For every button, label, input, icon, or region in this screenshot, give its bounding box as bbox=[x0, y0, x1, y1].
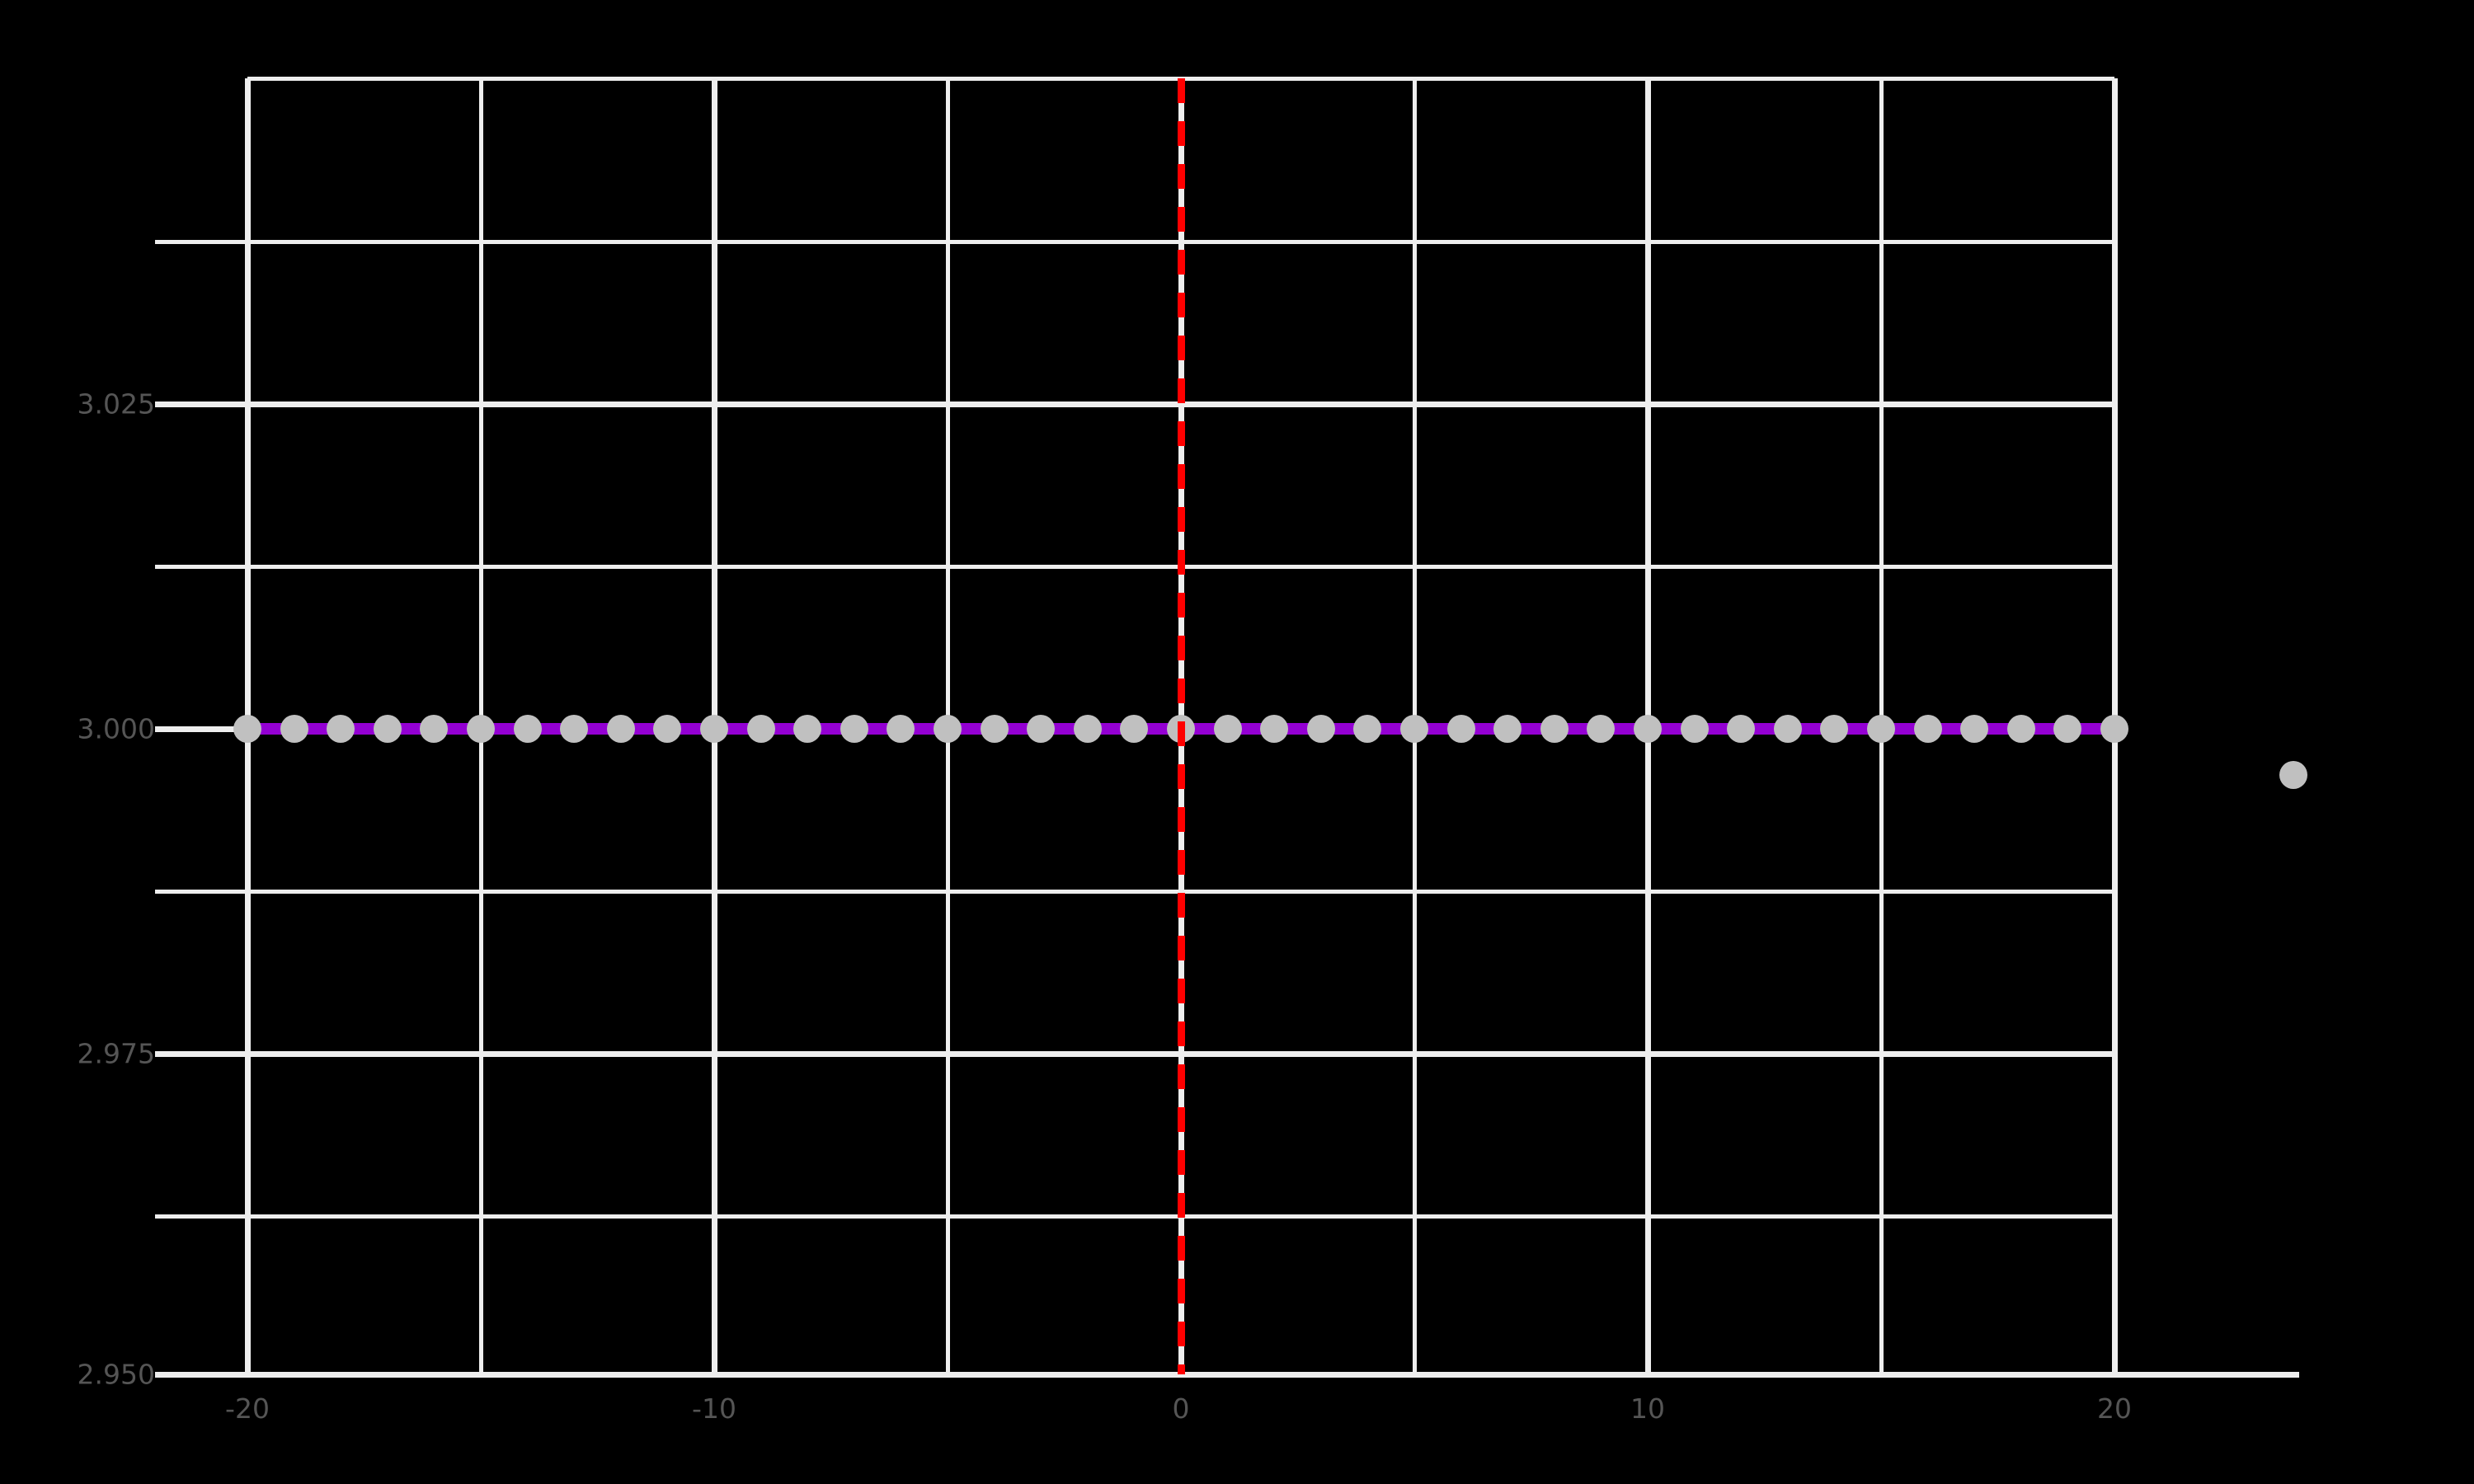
ytick-label: 2.950 bbox=[77, 1358, 155, 1391]
data-point-marker bbox=[1867, 715, 1895, 743]
data-point-marker bbox=[1400, 715, 1428, 743]
data-point-marker bbox=[1727, 715, 1756, 743]
data-point-marker bbox=[887, 715, 915, 743]
ytick-stub-major bbox=[155, 726, 247, 732]
data-point-marker bbox=[793, 715, 822, 743]
ytick-stub-minor bbox=[155, 889, 247, 894]
vertical-reference-line bbox=[1177, 78, 1185, 1374]
data-point-marker bbox=[700, 715, 728, 743]
xtick-label: -20 bbox=[225, 1392, 270, 1425]
data-point-marker bbox=[1913, 715, 1942, 743]
data-point-marker bbox=[606, 715, 635, 743]
ytick-label: 2.975 bbox=[77, 1037, 155, 1070]
data-point-marker bbox=[934, 715, 962, 743]
data-point-marker bbox=[1773, 715, 1802, 743]
data-point-marker bbox=[1634, 715, 1662, 743]
data-point-marker bbox=[840, 715, 868, 743]
data-point-marker bbox=[1027, 715, 1056, 743]
data-point-marker bbox=[1446, 715, 1475, 743]
data-point-marker bbox=[280, 715, 308, 743]
xtick-label: 0 bbox=[1172, 1392, 1190, 1425]
data-point-marker bbox=[653, 715, 682, 743]
data-point-marker bbox=[1680, 715, 1709, 743]
xtick-label: 10 bbox=[1630, 1392, 1665, 1425]
data-point-marker bbox=[1587, 715, 1616, 743]
ytick-stub-minor bbox=[155, 564, 247, 569]
data-point-marker bbox=[1260, 715, 1289, 743]
data-point-marker bbox=[420, 715, 449, 743]
ytick-stub-major bbox=[155, 1050, 247, 1057]
data-point-marker bbox=[1493, 715, 1522, 743]
plot-area bbox=[155, 76, 2128, 1378]
xtick-label: 20 bbox=[2097, 1392, 2132, 1425]
data-point-marker bbox=[1540, 715, 1569, 743]
data-point-marker bbox=[2053, 715, 2082, 743]
data-point-marker bbox=[513, 715, 542, 743]
data-point-marker bbox=[980, 715, 1009, 743]
data-point-marker bbox=[1353, 715, 1382, 743]
data-point-marker bbox=[1960, 715, 1989, 743]
legend-marker-circle bbox=[2279, 761, 2307, 789]
data-point-marker bbox=[1820, 715, 1849, 743]
data-point-marker bbox=[1120, 715, 1149, 743]
data-point-marker bbox=[746, 715, 775, 743]
data-point-marker bbox=[327, 715, 355, 743]
ytick-stub-major bbox=[155, 401, 247, 407]
data-point-marker bbox=[467, 715, 495, 743]
ytick-stub-minor bbox=[155, 239, 247, 244]
data-point-marker bbox=[1306, 715, 1335, 743]
data-point-marker bbox=[560, 715, 589, 743]
data-point-marker bbox=[373, 715, 402, 743]
data-point-marker bbox=[1213, 715, 1242, 743]
data-point-marker bbox=[233, 715, 261, 743]
data-point-marker bbox=[2006, 715, 2035, 743]
ytick-label: 3.000 bbox=[77, 712, 155, 745]
ytick-label: 3.025 bbox=[77, 387, 155, 420]
x-axis-spine bbox=[155, 1372, 2299, 1378]
xtick-label: -10 bbox=[692, 1392, 736, 1425]
data-point-marker bbox=[2100, 715, 2128, 743]
data-point-marker bbox=[1073, 715, 1102, 743]
ytick-stub-minor bbox=[155, 1214, 247, 1219]
